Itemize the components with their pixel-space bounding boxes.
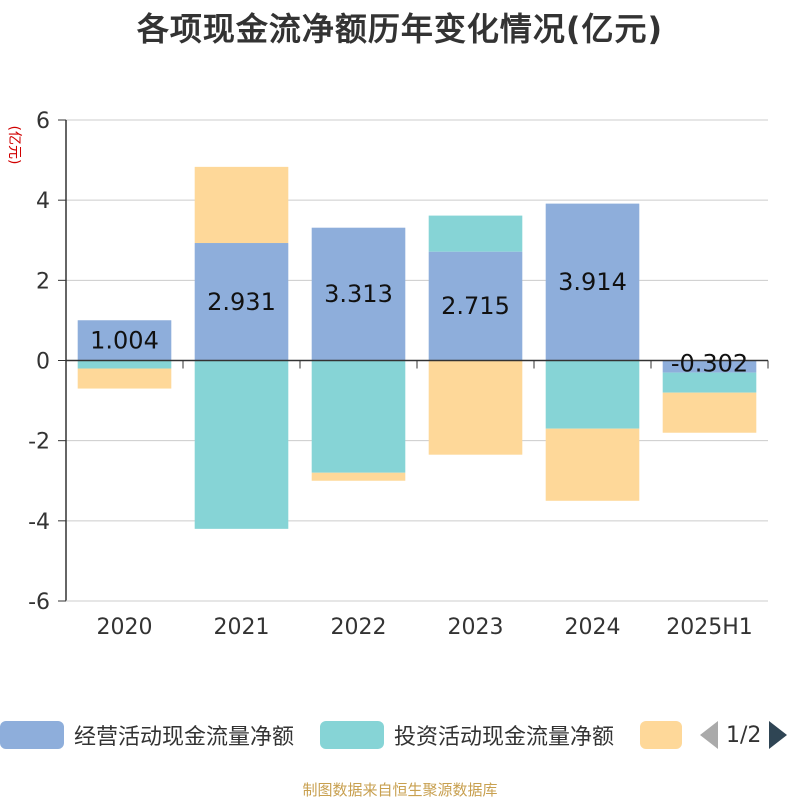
bar-layer — [77, 166, 757, 529]
data-label: 1.004 — [90, 326, 159, 354]
y-tick-label: -4 — [28, 510, 50, 535]
bar-s2-2023 — [428, 360, 523, 455]
y-tick-label: 4 — [36, 189, 50, 214]
bar-s2-2025H1 — [662, 392, 757, 433]
bar-s1-2022 — [311, 360, 406, 473]
data-label: 2.931 — [207, 288, 276, 316]
bar-s0-2021 — [194, 243, 289, 361]
x-tick-label: 2024 — [565, 615, 621, 640]
data-label: 3.313 — [324, 280, 393, 308]
bar-s1-2021 — [194, 360, 289, 529]
legend-swatch-investing — [320, 721, 384, 749]
y-tick-label: 6 — [36, 109, 50, 134]
bar-s2-2024 — [545, 428, 640, 501]
legend-label-operating: 经营活动现金流量净额 — [74, 725, 295, 750]
y-tick-label: -6 — [28, 590, 50, 615]
x-tick-label: 2020 — [97, 615, 153, 640]
bar-s2-2020 — [77, 368, 172, 389]
bar-s0-2023 — [428, 251, 523, 361]
legend-item-operating[interactable]: 经营活动现金流量净额 — [0, 720, 294, 750]
legend-pager: 1/2 — [700, 720, 788, 750]
source-note: 制图数据来自恒生聚源数据库 — [302, 781, 498, 799]
bar-s0-2022 — [311, 227, 406, 361]
x-tick-label: 2021 — [214, 615, 270, 640]
legend-swatch-operating — [0, 721, 64, 749]
pager-next-icon[interactable] — [769, 721, 788, 749]
chart-title: 各项现金流净额历年变化情况(亿元) — [136, 10, 664, 48]
legend-label-investing: 投资活动现金流量净额 — [394, 725, 615, 750]
pager-text: 1/2 — [726, 722, 762, 748]
x-tick-label: 2022 — [331, 615, 387, 640]
bar-s2-2021 — [194, 166, 289, 244]
bar-s1-2023 — [428, 215, 523, 252]
data-label: 3.914 — [558, 268, 627, 296]
axis-layer: -6 -4 -2 0 2 4 6 (亿元) 2020 2021 2022 2023 2024 2025H1 — [6, 109, 769, 640]
bar-s0-2025H1 — [662, 360, 757, 373]
bar-s0-2020 — [77, 320, 172, 361]
bar-s2-2022 — [311, 472, 406, 481]
legend: 经营活动现金流量净额 投资活动现金流量净额 1/2 — [0, 716, 800, 756]
y-tick-label: 0 — [36, 350, 50, 375]
label-layer: 1.004 2.931 3.313 2.715 3.914 -0.302 — [90, 268, 748, 377]
data-label: -0.302 — [671, 350, 748, 378]
bar-s1-2025H1 — [662, 372, 757, 393]
y-tick-label: -2 — [28, 430, 50, 455]
x-tick-label: 2025H1 — [666, 615, 753, 640]
legend-item-investing[interactable]: 投资活动现金流量净额 — [320, 720, 614, 750]
bar-s0-2024 — [545, 203, 640, 361]
bar-s1-2020 — [77, 360, 172, 369]
legend-item-financing[interactable] — [640, 720, 692, 750]
x-tick-label: 2023 — [448, 615, 504, 640]
y-tick-label: 2 — [36, 269, 50, 294]
y-axis-title: (亿元) — [6, 126, 22, 165]
pager-prev-icon[interactable] — [700, 721, 718, 749]
data-label: 2.715 — [441, 292, 510, 320]
bar-s1-2024 — [545, 360, 640, 429]
legend-swatch-financing — [640, 721, 682, 749]
